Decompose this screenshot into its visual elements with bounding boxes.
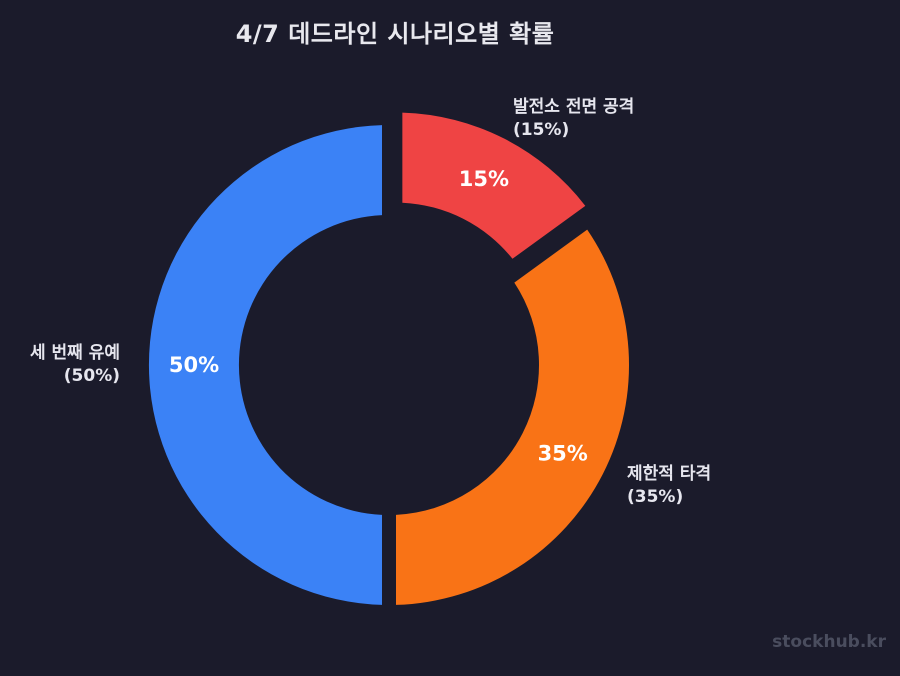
slice-outer-percent-label: (35%) (627, 487, 683, 507)
slice-wedge (148, 125, 382, 605)
slice-2: 35% 제한적 타격 (35%) (396, 229, 711, 605)
chart-title: 4/7 데드라인 시나리오별 확률 (235, 20, 555, 48)
slice-percent-label: 15% (459, 167, 509, 191)
slice-1: 15% 발전소 전면 공격 (15%) (402, 97, 634, 259)
slice-percent-label: 35% (538, 442, 588, 466)
slice-wedge (396, 229, 630, 605)
watermark: stockhub.kr (772, 632, 886, 652)
slice-3: 50% 세 번째 유예 (50%) (30, 125, 382, 605)
slice-outer-percent-label: (15%) (513, 120, 569, 140)
slice-outer-percent-label: (50%) (64, 366, 120, 386)
slice-category-label: 발전소 전면 공격 (513, 97, 634, 117)
slice-wedge (402, 112, 586, 259)
slice-category-label: 세 번째 유예 (30, 343, 120, 363)
slice-percent-label: 50% (169, 353, 219, 377)
slice-category-label: 제한적 타격 (627, 464, 711, 484)
